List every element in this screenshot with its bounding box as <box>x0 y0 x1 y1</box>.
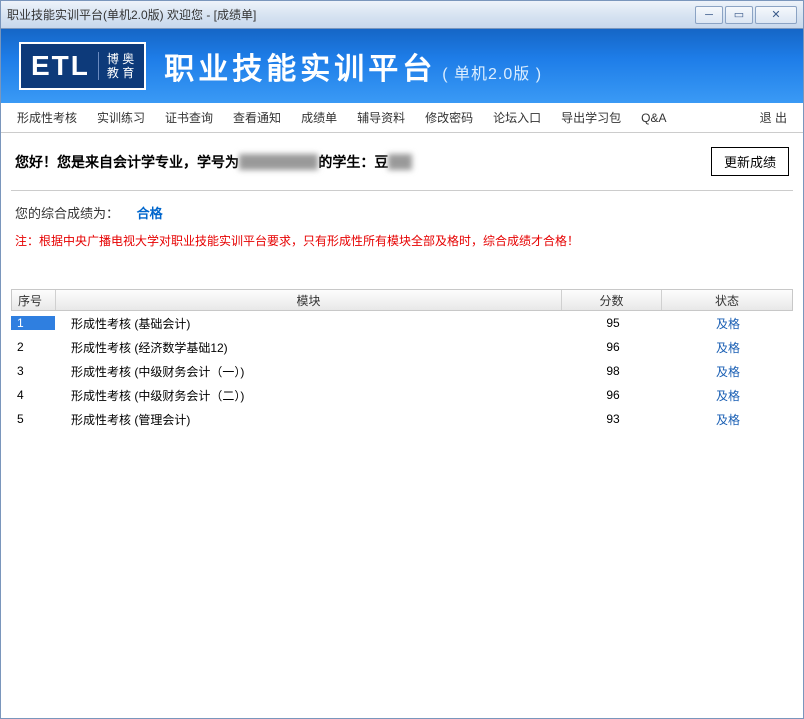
td-score: 93 <box>563 412 663 426</box>
td-status: 及格 <box>663 315 793 332</box>
window-title: 职业技能实训平台(单机2.0版) 欢迎您 - [成绩单] <box>7 6 695 23</box>
td-status: 及格 <box>663 411 793 428</box>
menu-tutoring-materials[interactable]: 辅导资料 <box>347 109 415 126</box>
banner-version: ( 单机2.0版 ) <box>442 60 542 84</box>
update-score-button[interactable]: 更新成绩 <box>711 147 789 176</box>
menu-export-package[interactable]: 导出学习包 <box>551 109 631 126</box>
td-no: 5 <box>11 412 55 426</box>
td-module: 形成性考核 (管理会计) <box>55 411 563 428</box>
td-status: 及格 <box>663 387 793 404</box>
th-no[interactable]: 序号 <box>12 290 56 310</box>
app-window: 职业技能实训平台(单机2.0版) 欢迎您 - [成绩单] ─ ▭ ✕ ETL 博… <box>0 0 804 719</box>
minimize-icon: ─ <box>705 9 713 21</box>
score-table: 序号 模块 分数 状态 1形成性考核 (基础会计)95及格2形成性考核 (经济数… <box>11 289 793 431</box>
th-module[interactable]: 模块 <box>56 290 562 310</box>
logo: ETL 博 奥 教 育 <box>19 42 146 90</box>
titlebar: 职业技能实训平台(单机2.0版) 欢迎您 - [成绩单] ─ ▭ ✕ <box>1 1 803 29</box>
divider <box>11 190 793 191</box>
table-header: 序号 模块 分数 状态 <box>11 289 793 311</box>
menu-forum[interactable]: 论坛入口 <box>483 109 551 126</box>
student-name-redacted: x <box>388 154 412 170</box>
td-no: 3 <box>11 364 55 378</box>
close-button[interactable]: ✕ <box>755 6 797 24</box>
td-module: 形成性考核 (基础会计) <box>55 315 563 332</box>
td-score: 96 <box>563 340 663 354</box>
overall-result: 您的综合成绩为： 合格 <box>11 203 793 222</box>
greeting-text: 您好！您是来自会计学专业，学号为xxx的学生：豆x <box>15 152 711 172</box>
maximize-icon: ▭ <box>734 8 744 21</box>
td-no: 1 <box>11 316 55 330</box>
content-area: 您好！您是来自会计学专业，学号为xxx的学生：豆x 更新成绩 您的综合成绩为： … <box>1 133 803 445</box>
window-controls: ─ ▭ ✕ <box>695 6 797 24</box>
greeting-row: 您好！您是来自会计学专业，学号为xxx的学生：豆x 更新成绩 <box>11 147 793 176</box>
student-id-redacted: xxx <box>239 154 318 170</box>
td-score: 96 <box>563 388 663 402</box>
banner-title: 职业技能实训平台 ( 单机2.0版 ) <box>164 44 542 88</box>
notice-text: 注：根据中央广播电视大学对职业技能实训平台要求，只有形成性所有模块全部及格时，综… <box>11 232 793 249</box>
banner: ETL 博 奥 教 育 职业技能实训平台 ( 单机2.0版 ) <box>1 29 803 103</box>
table-row[interactable]: 1形成性考核 (基础会计)95及格 <box>11 311 793 335</box>
menubar: 形成性考核 实训练习 证书查询 查看通知 成绩单 辅导资料 修改密码 论坛入口 … <box>1 103 803 133</box>
td-status: 及格 <box>663 363 793 380</box>
td-score: 95 <box>563 316 663 330</box>
th-score[interactable]: 分数 <box>562 290 662 310</box>
menu-practice[interactable]: 实训练习 <box>87 109 155 126</box>
th-status[interactable]: 状态 <box>662 290 792 310</box>
td-module: 形成性考核 (中级财务会计（二）) <box>55 387 563 404</box>
menu-certificate-query[interactable]: 证书查询 <box>155 109 223 126</box>
close-icon: ✕ <box>771 8 780 21</box>
table-row[interactable]: 4形成性考核 (中级财务会计（二）)96及格 <box>11 383 793 407</box>
td-status: 及格 <box>663 339 793 356</box>
minimize-button[interactable]: ─ <box>695 6 723 24</box>
menu-formative-assessment[interactable]: 形成性考核 <box>7 109 87 126</box>
table-row[interactable]: 3形成性考核 (中级财务会计（一）)98及格 <box>11 359 793 383</box>
menu-transcript[interactable]: 成绩单 <box>291 109 347 126</box>
td-no: 2 <box>11 340 55 354</box>
result-label: 您的综合成绩为： <box>15 206 119 221</box>
table-row[interactable]: 2形成性考核 (经济数学基础12)96及格 <box>11 335 793 359</box>
td-no: 4 <box>11 388 55 402</box>
table-row[interactable]: 5形成性考核 (管理会计)93及格 <box>11 407 793 431</box>
td-score: 98 <box>563 364 663 378</box>
table-body: 1形成性考核 (基础会计)95及格2形成性考核 (经济数学基础12)96及格3形… <box>11 311 793 431</box>
logo-main-text: ETL <box>31 50 90 82</box>
td-module: 形成性考核 (经济数学基础12) <box>55 339 563 356</box>
menu-view-notice[interactable]: 查看通知 <box>223 109 291 126</box>
menu-change-password[interactable]: 修改密码 <box>415 109 483 126</box>
td-module: 形成性考核 (中级财务会计（一）) <box>55 363 563 380</box>
menu-exit[interactable]: 退 出 <box>750 109 797 126</box>
maximize-button[interactable]: ▭ <box>725 6 753 24</box>
menu-qa[interactable]: Q&A <box>631 111 676 125</box>
result-value: 合格 <box>137 206 163 221</box>
logo-sub-text: 博 奥 教 育 <box>98 52 134 81</box>
